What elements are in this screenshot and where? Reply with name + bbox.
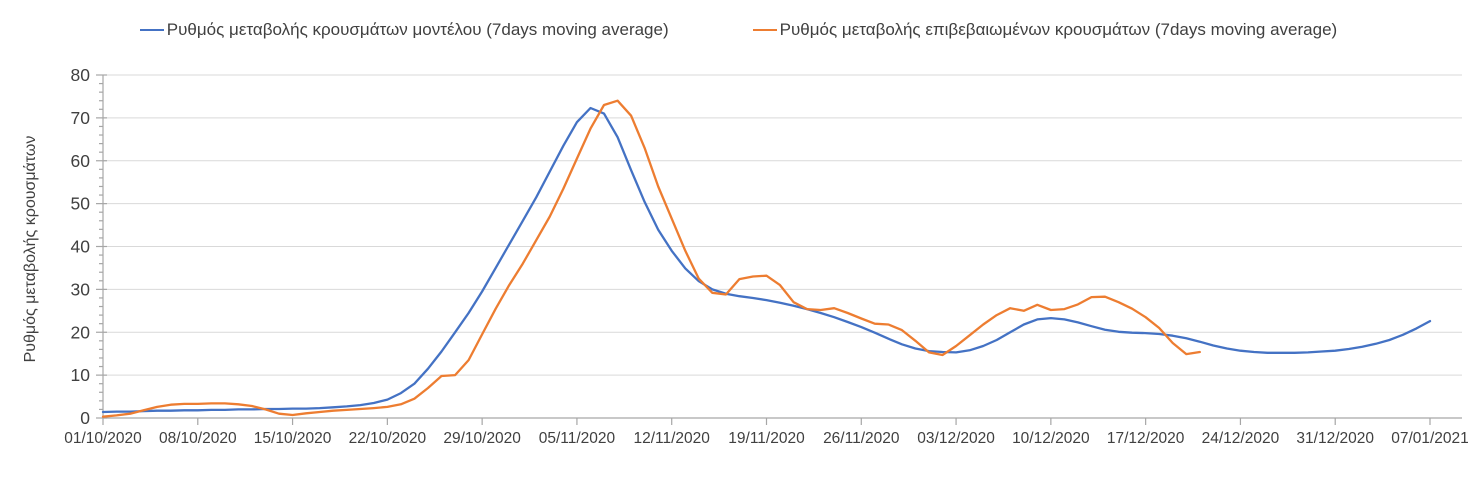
x-tick-label: 08/10/2020	[159, 430, 237, 447]
y-tick-label: 80	[71, 65, 91, 85]
y-tick-label: 10	[71, 365, 91, 385]
x-tick-label: 10/12/2020	[1012, 430, 1090, 447]
y-tick-label: 30	[71, 279, 91, 299]
model-line-marker-icon	[139, 29, 164, 31]
y-tick-label: 0	[80, 408, 90, 428]
x-tick-label: 17/12/2020	[1107, 430, 1185, 447]
legend-item-confirmed: Ρυθμός μεταβολής επιβεβαιωμένων κρουσμάτ…	[752, 20, 1338, 40]
y-tick-label: 50	[71, 194, 91, 214]
x-tick-label: 07/01/2021	[1391, 430, 1469, 447]
x-tick-label: 15/10/2020	[254, 430, 332, 447]
x-tick-label: 24/12/2020	[1202, 430, 1280, 447]
series-confirmed-line	[101, 99, 1201, 418]
x-tick-label: 01/10/2020	[64, 430, 142, 447]
legend-label-model: Ρυθμός μεταβολής κρουσμάτων μοντέλου (7d…	[166, 20, 669, 39]
y-tick-label: 40	[71, 237, 91, 257]
x-tick-label: 03/12/2020	[917, 430, 995, 447]
x-tick-label: 12/11/2020	[633, 430, 710, 447]
legend-item-model: Ρυθμός μεταβολής κρουσμάτων μοντέλου (7d…	[139, 20, 669, 40]
x-tick-label: 31/12/2020	[1296, 430, 1374, 447]
confirmed-line-marker-icon	[752, 29, 777, 31]
x-tick-label: 22/10/2020	[349, 430, 427, 447]
x-tick-label: 05/11/2020	[539, 430, 616, 447]
x-tick-label: 26/11/2020	[823, 430, 900, 447]
y-tick-label: 60	[71, 151, 91, 171]
legend-label-confirmed: Ρυθμός μεταβολής επιβεβαιωμένων κρουσμάτ…	[779, 20, 1338, 39]
y-tick-label: 70	[71, 108, 91, 128]
series-model-line	[101, 106, 1432, 414]
x-tick-label: 29/10/2020	[443, 430, 521, 447]
y-tick-label: 20	[71, 322, 91, 342]
x-tick-label: 19/11/2020	[728, 430, 805, 447]
chart-legend: Ρυθμός μεταβολής κρουσμάτων μοντέλου (7d…	[0, 20, 1477, 40]
